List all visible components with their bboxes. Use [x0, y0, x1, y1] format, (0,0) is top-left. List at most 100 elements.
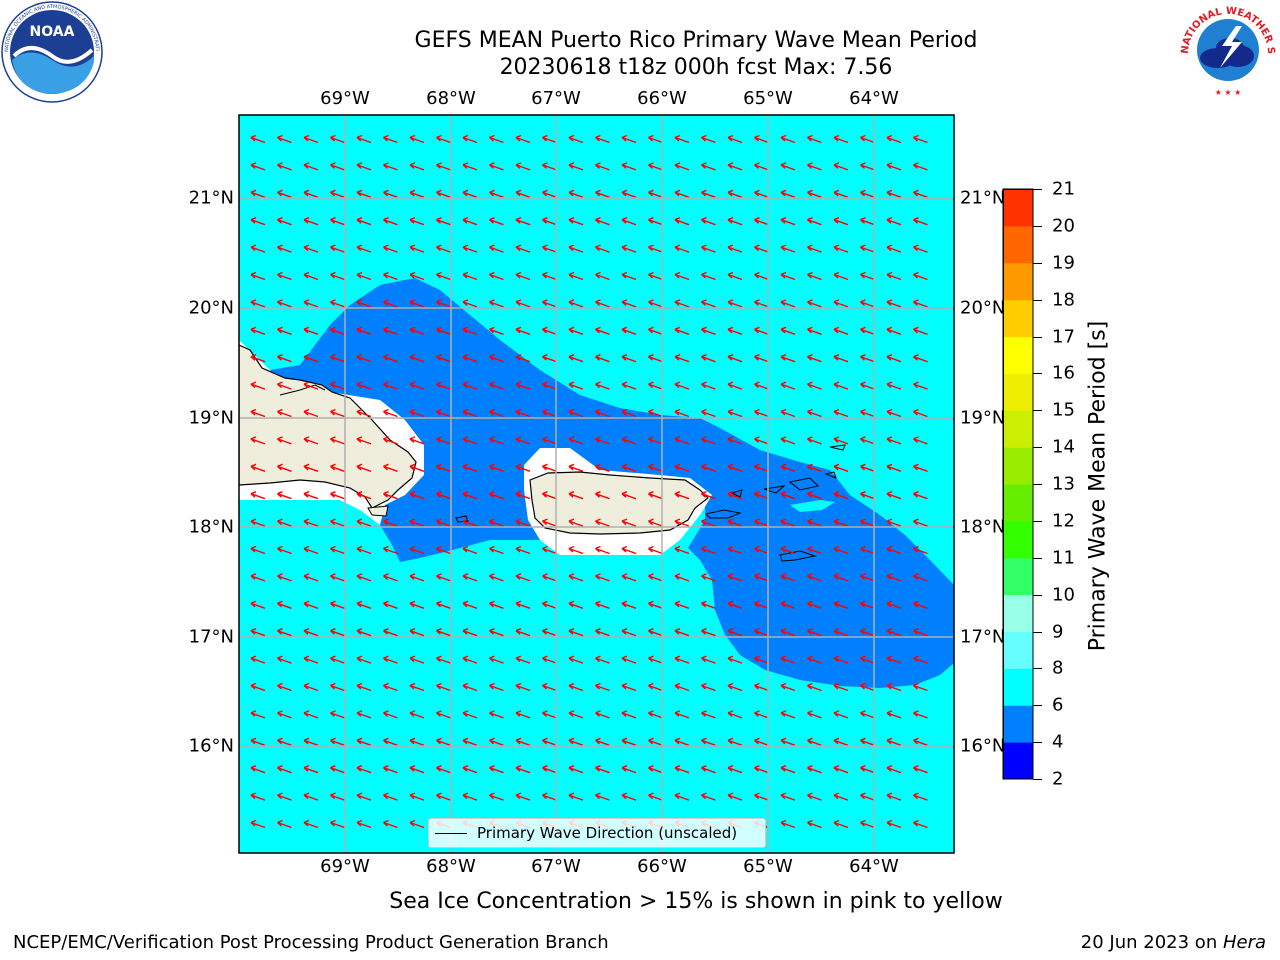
wave-direction-arrow [515, 162, 531, 171]
wave-direction-arrow [568, 134, 584, 144]
colorbar-segment [1003, 742, 1033, 780]
wave-direction-arrow [330, 408, 345, 418]
wave-direction-arrow [356, 545, 372, 555]
wave-direction-arrow [542, 655, 557, 664]
wave-direction-arrow [277, 244, 292, 253]
wave-direction-arrow [701, 299, 716, 308]
lat-label-right-19: 19°N [960, 407, 1006, 429]
wave-direction-arrow [568, 765, 584, 774]
colorbar-segment [1003, 410, 1033, 448]
wave-direction-arrow [886, 491, 902, 500]
wave-direction-arrow [648, 217, 663, 226]
colorbar-tick-mark [1033, 557, 1042, 559]
wave-direction-arrow [860, 326, 875, 335]
wave-direction-arrow [356, 491, 372, 500]
wave-direction-arrow [383, 271, 398, 281]
wave-direction-arrow [860, 244, 875, 253]
wave-direction-arrow [330, 189, 345, 198]
wave-direction-arrow [648, 491, 663, 500]
wave-direction-arrow [515, 545, 531, 555]
wave-direction-arrow [542, 792, 557, 801]
lat-label-left-16: 16°N [188, 735, 234, 757]
wave-direction-arrow [250, 491, 266, 500]
wave-direction-arrow [648, 326, 663, 335]
wave-direction-arrow [727, 765, 743, 774]
wave-direction-arrow [674, 189, 690, 198]
wave-direction-arrow [303, 518, 319, 527]
wave-direction-arrow [436, 600, 451, 609]
wave-direction-arrow [886, 545, 902, 555]
wave-direction-arrow [595, 491, 610, 500]
wave-direction-arrow [701, 682, 716, 692]
wave-direction-arrow [462, 436, 478, 445]
wave-direction-arrow [913, 765, 928, 774]
wave-direction-arrow [727, 299, 743, 308]
wave-direction-arrow [860, 271, 875, 281]
wave-direction-arrow [462, 573, 478, 582]
wave-direction-arrow [542, 710, 557, 719]
wave-direction-arrow [595, 408, 610, 418]
colorbar-tick-label: 19 [1052, 252, 1075, 274]
wave-direction-arrow [754, 217, 769, 226]
wave-direction-arrow [807, 819, 822, 829]
lon-label-top-65: 65°W [743, 88, 793, 109]
wave-direction-arrow [356, 710, 372, 719]
wave-direction-arrow [409, 545, 425, 555]
wave-direction-arrow [436, 765, 451, 774]
wave-direction-arrow [277, 217, 292, 226]
wave-direction-arrow [595, 134, 610, 144]
wave-direction-arrow [409, 134, 425, 144]
wave-direction-arrow [383, 162, 398, 171]
colorbar-tick-label: 6 [1052, 694, 1064, 716]
wave-direction-arrow [833, 134, 849, 144]
wave-direction-arrow [913, 518, 928, 527]
wave-direction-arrow [701, 545, 716, 555]
wave-direction-arrow [833, 189, 849, 198]
wave-direction-arrow [913, 189, 928, 198]
svg-text:★ ★ ★: ★ ★ ★ [1215, 88, 1242, 97]
wave-direction-arrow [833, 299, 849, 308]
wave-direction-arrow [754, 491, 769, 500]
lon-label-top-67: 67°W [531, 88, 581, 109]
wave-direction-arrow [674, 710, 690, 719]
wave-direction-arrow [595, 354, 610, 363]
lat-label-right-18: 18°N [960, 516, 1006, 538]
wave-direction-arrow [780, 737, 796, 746]
wave-direction-arrow [330, 600, 345, 609]
wave-direction-arrow [462, 217, 478, 226]
wave-direction-arrow [277, 271, 292, 281]
colorbar-tick-mark [1033, 520, 1042, 522]
wave-direction-arrow [383, 655, 398, 664]
wave-direction-arrow [833, 655, 849, 664]
wave-direction-arrow [886, 655, 902, 664]
wave-direction-arrow [383, 217, 398, 226]
wave-direction-arrow [727, 162, 743, 171]
lat-label-left-17: 17°N [188, 626, 234, 648]
wave-direction-arrow [356, 326, 372, 335]
wave-direction-arrow [542, 463, 557, 472]
wave-direction-arrow [701, 381, 716, 390]
wave-direction-arrow [383, 491, 398, 500]
wave-direction-arrow [701, 737, 716, 746]
wave-direction-arrow [250, 408, 266, 418]
wave-direction-arrow [833, 408, 849, 418]
wave-direction-arrow [754, 381, 769, 390]
wave-direction-arrow [648, 408, 663, 418]
wave-direction-arrow [383, 408, 398, 418]
wave-direction-arrow [727, 628, 743, 637]
wave-direction-arrow [621, 354, 637, 363]
wave-direction-arrow [860, 710, 875, 719]
wave-direction-arrow [913, 573, 928, 582]
wave-direction-arrow [250, 819, 266, 829]
wave-direction-arrow [462, 299, 478, 308]
colorbar-tick-mark [1033, 594, 1042, 596]
wave-direction-arrow [356, 299, 372, 308]
wave-direction-arrow [807, 518, 822, 527]
wave-direction-arrow [436, 518, 451, 527]
wave-direction-arrow [515, 326, 531, 335]
wave-direction-arrow [886, 710, 902, 719]
wave-direction-arrow [833, 491, 849, 500]
wave-direction-arrow [436, 271, 451, 281]
wave-direction-arrow [780, 628, 796, 637]
wave-direction-arrow [807, 244, 822, 253]
